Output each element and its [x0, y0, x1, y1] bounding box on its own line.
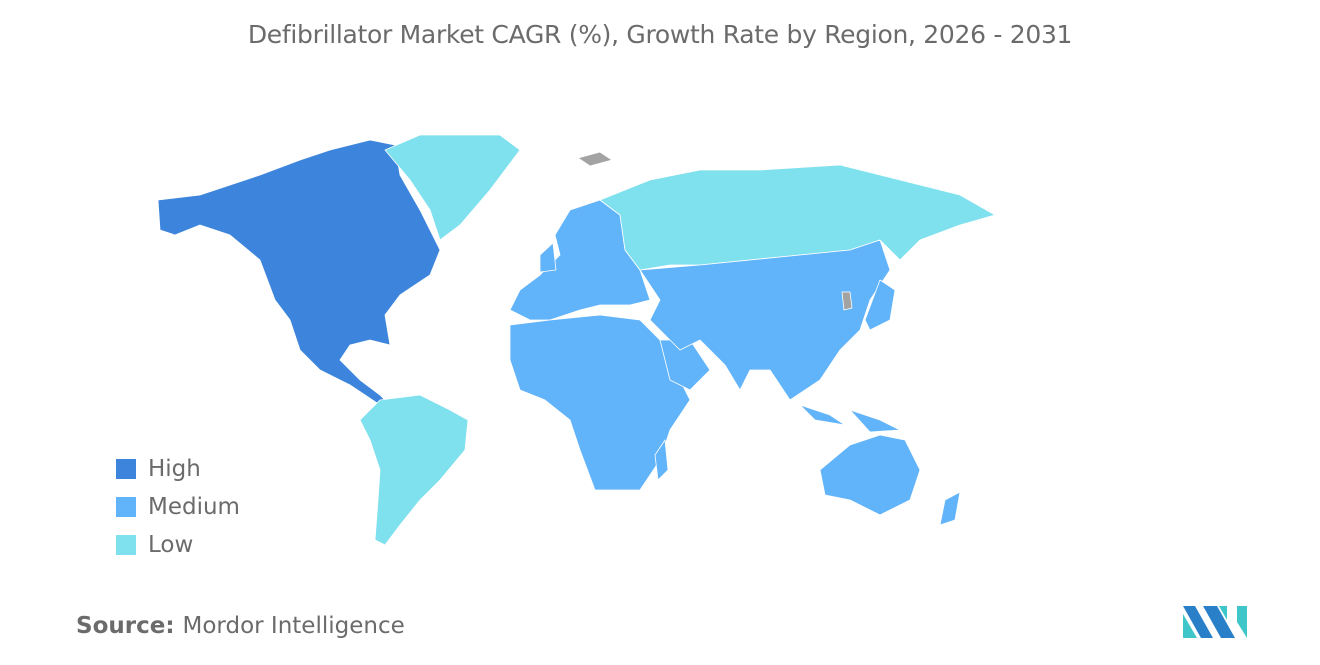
legend-item-high: High — [116, 450, 240, 488]
region-uk — [539, 242, 557, 273]
region-korea — [841, 291, 853, 311]
source-label: Source: — [76, 613, 175, 639]
region-north-america — [157, 139, 441, 411]
legend-swatch-high — [116, 459, 136, 479]
source-value: Mordor Intelligence — [182, 613, 405, 639]
mordor-logo — [1183, 606, 1247, 638]
region-greenland — [384, 134, 521, 241]
legend: High Medium Low — [116, 450, 240, 564]
region-indonesia-1 — [799, 404, 846, 426]
region-asia — [639, 239, 891, 401]
legend-label: Medium — [148, 494, 240, 520]
legend-item-medium: Medium — [116, 488, 240, 526]
legend-swatch-low — [116, 535, 136, 555]
legend-label: Low — [148, 532, 194, 558]
chart-title: Defibrillator Market CAGR (%), Growth Ra… — [247, 20, 1073, 49]
region-indonesia-2 — [849, 409, 901, 433]
region-new-zealand — [939, 491, 961, 526]
region-svalbard — [577, 151, 613, 167]
region-south-america — [359, 394, 469, 546]
legend-label: High — [148, 456, 201, 482]
region-madagascar — [654, 439, 669, 481]
region-africa — [509, 314, 691, 491]
legend-item-low: Low — [116, 526, 240, 564]
legend-swatch-medium — [116, 497, 136, 517]
region-russia — [599, 164, 996, 271]
region-japan — [864, 279, 896, 331]
region-australia — [819, 434, 921, 516]
source-note: Source: Mordor Intelligence — [76, 613, 405, 639]
